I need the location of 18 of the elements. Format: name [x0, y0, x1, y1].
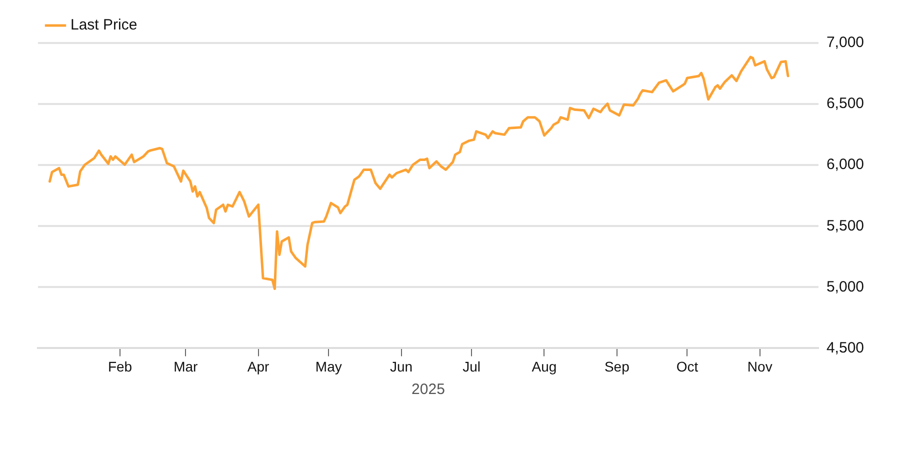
x-tick-label: Nov: [747, 358, 772, 374]
x-tick-label: Sep: [604, 358, 630, 374]
y-tick-label: 5,000: [826, 278, 864, 296]
x-tick-label: Jul: [462, 358, 481, 374]
x-tick-label: Aug: [532, 358, 557, 374]
y-tick-label: 6,500: [826, 95, 864, 112]
x-tick-label: May: [315, 358, 342, 374]
y-tick-label: 5,500: [826, 217, 864, 234]
y-tick-label: 6,000: [826, 156, 864, 174]
legend-label: Last Price: [70, 16, 138, 34]
x-tick-label: Mar: [174, 358, 198, 374]
x-tick-label: Jun: [390, 358, 413, 374]
x-axis-title: 2025: [412, 381, 445, 398]
y-tick-label: 7,000: [826, 34, 864, 52]
x-tick-label: Feb: [108, 358, 132, 374]
x-tick-label: Oct: [676, 358, 698, 374]
y-tick-label: 4,500: [826, 339, 864, 356]
x-tick-label: Apr: [247, 358, 270, 374]
